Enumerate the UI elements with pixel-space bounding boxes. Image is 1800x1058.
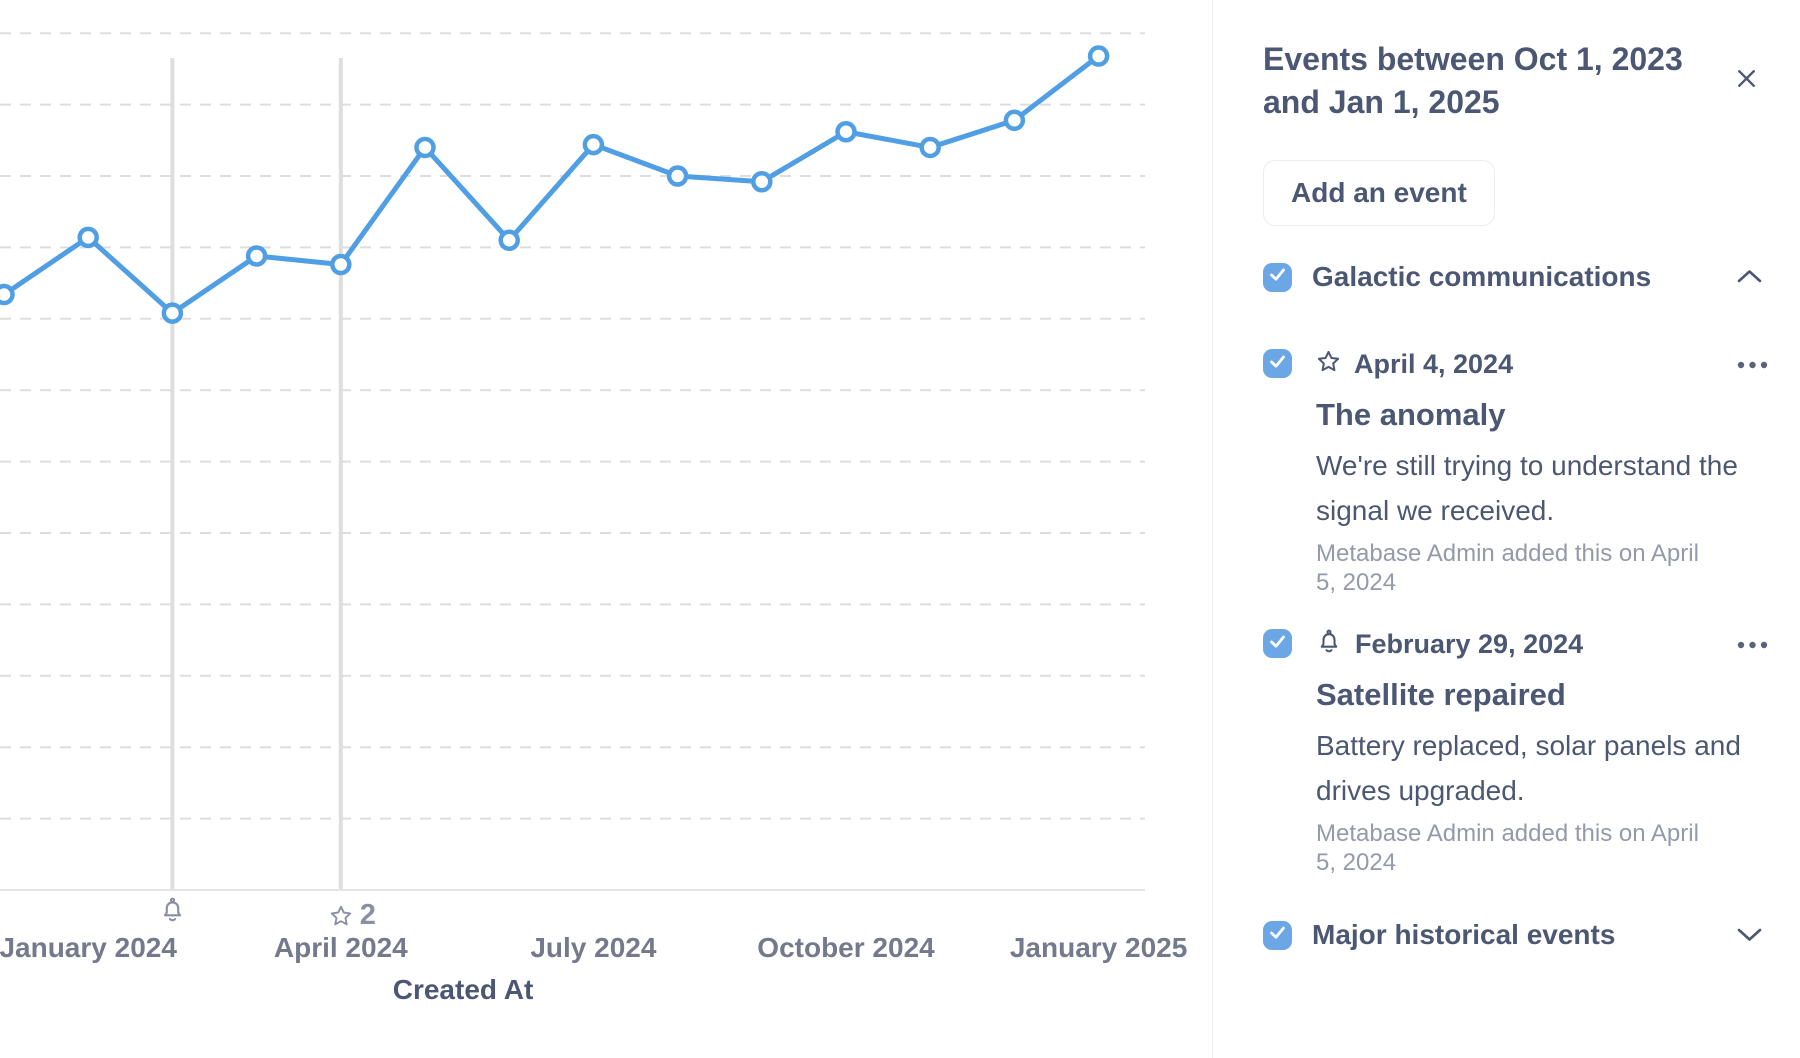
timeline-event-marker-star[interactable]: 2 bbox=[329, 901, 376, 930]
check-icon bbox=[1263, 260, 1292, 294]
event-group-row-galactic: Galactic communications bbox=[1263, 261, 1770, 293]
close-icon bbox=[1734, 66, 1759, 94]
event-added-by: Metabase Admin added this on April 5, 20… bbox=[1316, 820, 1699, 876]
check-icon bbox=[1263, 347, 1292, 381]
event-date: February 29, 2024 bbox=[1355, 628, 1584, 659]
line-chart[interactable] bbox=[0, 0, 1212, 1058]
timeline-event-marker-bell[interactable] bbox=[159, 897, 186, 924]
line-chart-panel: 2 January 2024 April 2024 July 2024 Octo… bbox=[0, 0, 1212, 1058]
event-date-row: February 29, 2024 bbox=[1316, 629, 1770, 659]
event-added-by: Metabase Admin added this on April 5, 20… bbox=[1316, 540, 1699, 596]
check-icon bbox=[1263, 918, 1292, 952]
expand-group-button[interactable] bbox=[1733, 922, 1766, 949]
group-checkbox-galactic[interactable] bbox=[1263, 260, 1292, 294]
x-tick-jan-2024: January 2024 bbox=[0, 932, 177, 963]
x-tick-jul-2024: July 2024 bbox=[530, 932, 657, 963]
event-body: April 4, 2024 The anomaly We're still tr… bbox=[1316, 349, 1770, 597]
star-icon bbox=[1316, 349, 1341, 379]
bell-icon bbox=[159, 897, 186, 924]
event-menu-button[interactable] bbox=[1737, 633, 1768, 656]
star-icon bbox=[329, 904, 353, 928]
x-axis-title: Created At bbox=[392, 974, 534, 1005]
ellipsis-icon bbox=[1737, 637, 1768, 652]
event-description: We're still trying to understand the sig… bbox=[1316, 450, 1738, 526]
check-icon bbox=[1263, 627, 1292, 661]
x-tick-jan-2025: January 2025 bbox=[1009, 932, 1188, 963]
events-sidebar: Events between Oct 1, 2023 and Jan 1, 20… bbox=[1212, 0, 1800, 1058]
event-title: Satellite repaired bbox=[1316, 677, 1566, 712]
chevron-up-icon bbox=[1733, 264, 1766, 291]
chevron-down-icon bbox=[1733, 922, 1766, 949]
event-body: February 29, 2024 Satellite repaired Bat… bbox=[1316, 629, 1770, 877]
event-date: April 4, 2024 bbox=[1354, 348, 1514, 379]
bell-icon bbox=[1316, 629, 1342, 660]
add-event-button[interactable]: Add an event bbox=[1263, 160, 1495, 226]
group-label: Major historical events bbox=[1312, 919, 1616, 950]
event-description: Battery replaced, solar panels and drive… bbox=[1316, 730, 1741, 806]
event-menu-button[interactable] bbox=[1737, 353, 1768, 376]
collapse-group-button[interactable] bbox=[1733, 264, 1766, 291]
group-checkbox-major-historical[interactable] bbox=[1263, 918, 1292, 952]
event-group-row-major-historical: Major historical events bbox=[1263, 919, 1770, 951]
x-tick-oct-2024: October 2024 bbox=[757, 932, 935, 963]
close-sidebar-button[interactable] bbox=[1728, 62, 1764, 98]
sidebar-title: Events between Oct 1, 2023 and Jan 1, 20… bbox=[1263, 41, 1683, 120]
event-card-the-anomaly: April 4, 2024 The anomaly We're still tr… bbox=[1263, 349, 1770, 597]
ellipsis-icon bbox=[1737, 357, 1768, 372]
event-card-satellite-repaired: February 29, 2024 Satellite repaired Bat… bbox=[1263, 629, 1770, 877]
event-checkbox-the-anomaly[interactable] bbox=[1263, 349, 1292, 378]
event-date-row: April 4, 2024 bbox=[1316, 349, 1770, 379]
event-title: The anomaly bbox=[1316, 397, 1506, 432]
group-label: Galactic communications bbox=[1312, 261, 1652, 292]
event-checkbox-satellite-repaired[interactable] bbox=[1263, 629, 1292, 658]
x-tick-apr-2024: April 2024 bbox=[273, 932, 408, 963]
event-count-badge: 2 bbox=[359, 899, 376, 931]
